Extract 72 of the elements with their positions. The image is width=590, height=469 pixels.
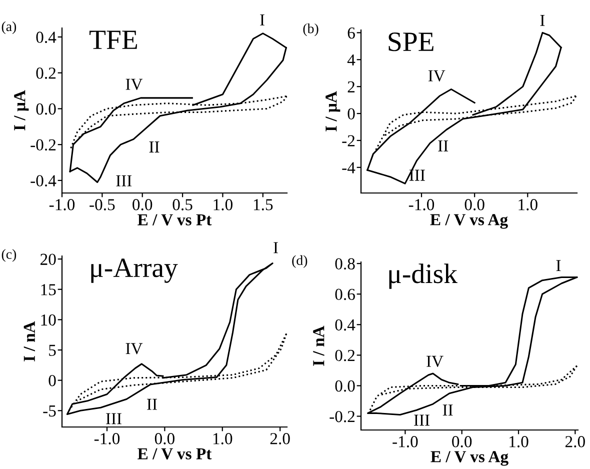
y-axis-title: I / nA xyxy=(24,321,36,362)
chart-title: TFE xyxy=(90,30,137,49)
annotation: IV xyxy=(428,70,446,82)
y-tick-label: 0.8 xyxy=(335,258,355,270)
x-axis-title: E / V vs Ag xyxy=(430,451,508,466)
y-tick-label: 20 xyxy=(40,254,56,265)
x-axis-title: E / V vs Pt xyxy=(138,214,212,226)
y-tick-label: -0.2 xyxy=(330,410,355,422)
x-axis-title: E / V vs Pt xyxy=(138,448,212,460)
y-tick-label: 15 xyxy=(41,284,56,296)
y-tick-label: 10 xyxy=(41,314,56,326)
annotation: I xyxy=(556,260,561,272)
x-tick-label: 1.0 xyxy=(518,199,538,210)
y-axis-title: I / μA xyxy=(326,91,340,132)
y-axis-title: I / μA xyxy=(14,90,29,130)
x-tick-label: 0.0 xyxy=(132,199,152,210)
x-tick-label: 1.0 xyxy=(214,199,232,210)
y-tick-label: -5 xyxy=(43,405,56,417)
annotation: IV xyxy=(126,78,143,90)
text: I xyxy=(540,14,545,26)
x-tick-label: -1.0 xyxy=(94,433,120,444)
y-tick-label: 0.0 xyxy=(335,380,355,392)
x-tick-label: 1.0 xyxy=(510,436,528,448)
x-tick-label: 1.5 xyxy=(254,199,273,210)
x-tick-label: 0.5 xyxy=(172,199,192,210)
annotation: II xyxy=(438,140,448,152)
y-tick-label: 0.2 xyxy=(36,68,56,79)
chart-title: μ-Array xyxy=(91,258,178,283)
text: I xyxy=(260,14,264,26)
y-tick-label: 4 xyxy=(347,54,356,66)
y-tick-label: -0.4 xyxy=(30,175,56,186)
x-tick-label: 0.0 xyxy=(464,199,484,210)
annotation: II xyxy=(147,398,157,410)
x-tick-label: -1.0 xyxy=(408,199,434,210)
y-tick-label: 0 xyxy=(348,108,355,120)
chart-title: μ-disk xyxy=(389,264,458,289)
y-tick-label: 0.6 xyxy=(335,288,355,300)
y-tick-label: -0.2 xyxy=(30,139,56,151)
annotation: III xyxy=(116,175,132,186)
text: (b) xyxy=(303,23,318,36)
x-tick-label: 1.0 xyxy=(213,433,232,444)
y-tick-label: 0 xyxy=(48,375,56,386)
y-tick-label: 2 xyxy=(348,81,355,92)
y-tick-label: -2 xyxy=(342,135,355,146)
annotation: III xyxy=(414,414,430,426)
x-tick-label: -1.0 xyxy=(49,199,75,210)
y-tick-label: 0.4 xyxy=(335,319,356,331)
annotation: II xyxy=(442,404,453,416)
x-tick-label: 0.0 xyxy=(452,436,472,448)
annotation: II xyxy=(149,142,160,152)
y-tick-label: 6 xyxy=(348,27,355,39)
text: (c) xyxy=(2,249,16,262)
y-axis-title: I / nA xyxy=(313,326,324,366)
annotation: III xyxy=(409,170,425,181)
x-tick-label: 2.0 xyxy=(565,436,585,448)
y-tick-label: -4 xyxy=(342,162,356,174)
chart-title: SPE xyxy=(388,32,434,52)
y-tick-label: 0.2 xyxy=(335,350,355,362)
text: (a) xyxy=(2,21,16,34)
x-tick-label: 2.0 xyxy=(270,433,290,444)
y-tick-label: 0.4 xyxy=(36,32,56,43)
annotation: IV xyxy=(426,356,444,368)
annotation: IV xyxy=(126,343,143,354)
annotation: III xyxy=(106,413,122,424)
x-axis-title: E / V vs Ag xyxy=(430,214,508,229)
x-tick-label: -1.0 xyxy=(392,436,418,448)
x-tick-label: 0.0 xyxy=(154,433,174,444)
y-tick-label: 5 xyxy=(49,344,56,356)
text: (d) xyxy=(292,255,308,268)
text: I xyxy=(274,242,278,254)
x-tick-label: -0.5 xyxy=(90,199,115,210)
y-tick-label: 0.0 xyxy=(36,103,56,115)
